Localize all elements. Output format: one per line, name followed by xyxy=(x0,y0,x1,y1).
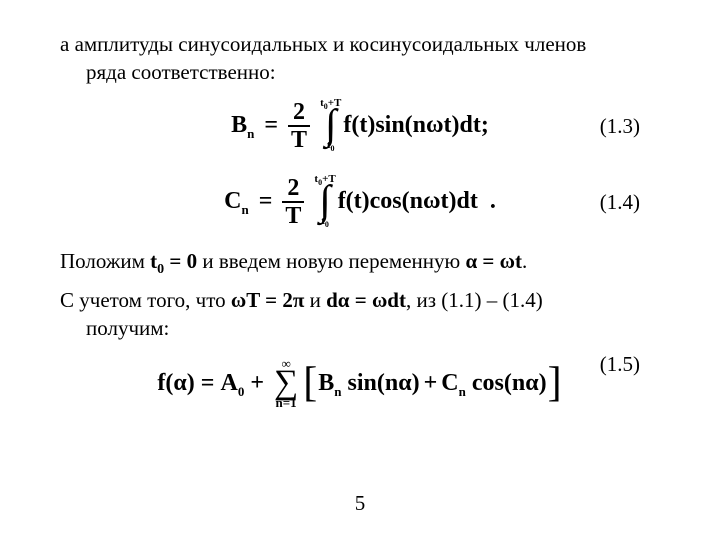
equation-1-3: Bn = 2 T t0+T ∫ t0 f(t)sin(nωt)dt; (1.3) xyxy=(60,95,660,157)
var-t0: t0 = 0 xyxy=(150,249,197,273)
text: ряда соответственно: xyxy=(86,60,276,84)
text: С учетом того, что xyxy=(60,288,231,312)
lower-bound: t0 xyxy=(327,141,335,152)
subscript: 0 xyxy=(325,220,329,229)
equation-body: Bn = 2 T t0+T ∫ t0 f(t)sin(nωt)dt; xyxy=(231,99,489,151)
lower-bound: n=1 xyxy=(276,397,297,409)
text: получим: xyxy=(86,316,169,340)
sym: sin(nα) xyxy=(342,370,420,396)
left-bracket: [ xyxy=(303,367,317,401)
equation-body: Cn = 2 T t0+T ∫ t0 f(t)cos(nωt)dt . xyxy=(224,175,496,227)
paragraph-2: Положим t0 = 0 и введем новую переменную… xyxy=(60,247,660,280)
equation-1-5: f(α) = A0 + ∞ ∑ n=1 [ Bn sin(nα) + Cn co… xyxy=(60,348,660,418)
subscript: n xyxy=(241,202,248,217)
subscript: 0 xyxy=(331,144,335,153)
denominator: T xyxy=(288,125,310,152)
sym: cos(nα) xyxy=(466,370,547,396)
right-bracket: ] xyxy=(548,367,562,401)
text: и xyxy=(304,288,326,312)
var-dalpha: dα = ωdt xyxy=(326,288,406,312)
equation-number: (1.4) xyxy=(600,188,640,216)
subscript: n xyxy=(247,126,254,141)
sym: B xyxy=(318,370,334,396)
sym: = 0 xyxy=(164,249,197,273)
tail-dot: . xyxy=(478,185,496,217)
integrand: f(t)cos(nωt)dt xyxy=(338,185,478,217)
term-Cn: Cn cos(nα) xyxy=(441,367,546,400)
sym: B xyxy=(231,112,247,138)
var-Bn: Bn xyxy=(231,109,254,142)
text: а амплитуды синусоидальных и косинусоида… xyxy=(60,32,586,56)
var-wT: ωT = 2π xyxy=(231,288,304,312)
lower-bound: t0 xyxy=(321,217,329,228)
text: . xyxy=(522,249,527,273)
equation-number: (1.3) xyxy=(600,112,640,140)
paragraph-1: а амплитуды синусоидальных и косинусоида… xyxy=(60,30,660,87)
fraction: 2 T xyxy=(282,176,304,228)
equation-1-4: Cn = 2 T t0+T ∫ t0 f(t)cos(nωt)dt . (1.4… xyxy=(60,171,660,233)
sym: A xyxy=(220,370,237,396)
var-alpha: α = ωt xyxy=(465,249,522,273)
page-content: а амплитуды синусоидальных и косинусоида… xyxy=(0,0,720,418)
page-number: 5 xyxy=(0,491,720,516)
paragraph-3: С учетом того, что ωT = 2π и dα = ωdt, и… xyxy=(60,286,660,343)
plus: + xyxy=(250,367,264,399)
lhs: f(α) xyxy=(157,367,194,399)
plus: + xyxy=(424,367,438,399)
subscript: n xyxy=(459,384,466,399)
sym: C xyxy=(441,370,458,396)
text: и введем новую переменную xyxy=(197,249,465,273)
var-Cn: Cn xyxy=(224,185,249,218)
summation: ∞ ∑ n=1 xyxy=(274,358,298,409)
equation-body: f(α) = A0 + ∞ ∑ n=1 [ Bn sin(nα) + Cn co… xyxy=(157,358,562,409)
equals: = xyxy=(201,367,215,399)
equals: = xyxy=(264,109,278,141)
subscript: 0 xyxy=(238,384,245,399)
numerator: 2 xyxy=(284,176,302,201)
subscript: n xyxy=(334,384,341,399)
text: Положим xyxy=(60,249,150,273)
equation-number: (1.5) xyxy=(600,350,640,378)
integral: t0+T ∫ t0 xyxy=(314,175,335,227)
sym: C xyxy=(224,188,241,214)
text: , из (1.1) – (1.4) xyxy=(406,288,543,312)
integrand: f(t)sin(nωt)dt; xyxy=(343,109,489,141)
denominator: T xyxy=(282,201,304,228)
var-A0: A0 xyxy=(220,367,244,400)
term-Bn: Bn sin(nα) xyxy=(318,367,419,400)
equals: = xyxy=(259,185,273,217)
fraction: 2 T xyxy=(288,100,310,152)
integral: t0+T ∫ t0 xyxy=(320,99,341,151)
numerator: 2 xyxy=(290,100,308,125)
